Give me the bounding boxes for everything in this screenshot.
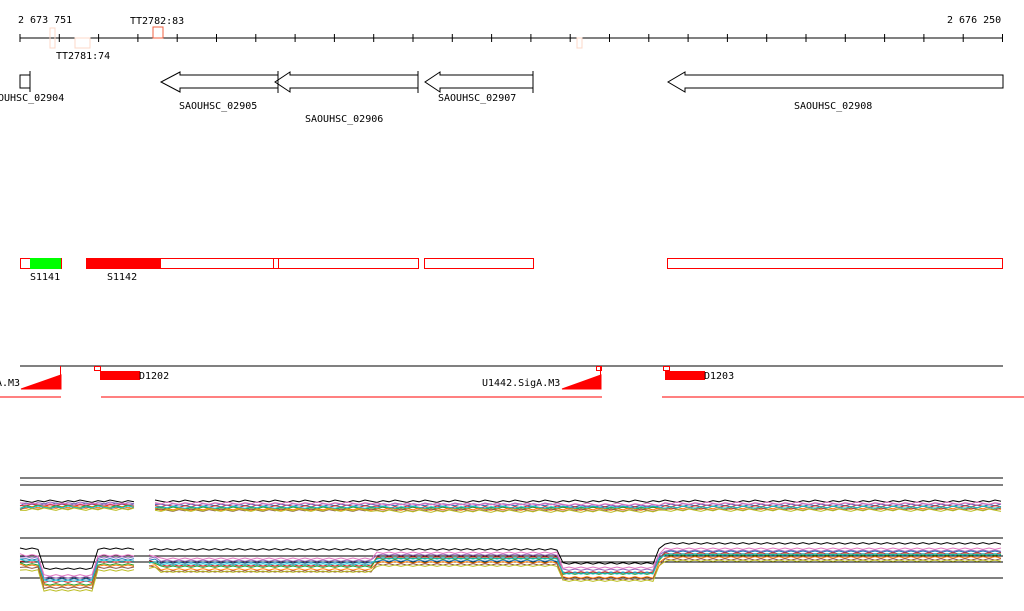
ruler-end-label: 2 676 250 <box>947 15 1001 26</box>
expression-series-upper <box>19 502 135 506</box>
segment-s1142[interactable] <box>86 258 161 269</box>
expression-series-lower <box>19 547 135 570</box>
expression-series-lower <box>148 556 1002 579</box>
expression-series-lower <box>148 553 1002 575</box>
terminator-tt2782-marker[interactable] <box>152 26 164 39</box>
terminator-tt2781-label: TT2781:74 <box>56 51 110 62</box>
expression-series-lower <box>148 559 1002 582</box>
expression-series-lower <box>19 553 135 577</box>
gene-saouhsc-02904[interactable] <box>19 71 31 92</box>
gene-saouhsc-02905[interactable] <box>159 71 279 93</box>
expression-series-upper <box>154 508 1002 513</box>
promoter-label: A.M3 <box>0 378 20 389</box>
gene-saouhsc-02907[interactable] <box>424 71 534 93</box>
expression-panels <box>19 477 1003 592</box>
expression-series-lower <box>148 547 1002 569</box>
gene-track <box>19 71 1004 93</box>
ruler-start-label: 2 673 751 <box>18 15 72 26</box>
terminator-marker[interactable] <box>49 27 56 49</box>
expression-series-upper <box>19 505 135 509</box>
downstream-d1202[interactable] <box>100 371 140 380</box>
expression-series-upper <box>154 501 1002 506</box>
segment-s1141[interactable] <box>30 258 61 269</box>
gene-saouhsc-02908[interactable] <box>667 71 1004 93</box>
expression-series-upper <box>19 507 135 511</box>
downstream-label: D1202 <box>139 371 169 382</box>
gene-label: SAOUHSC_02907 <box>438 93 516 104</box>
segment-track <box>20 258 1003 269</box>
gene-label: OUHSC_02904 <box>0 93 64 104</box>
gene-label: SAOUHSC_02908 <box>794 101 872 112</box>
downstream-d1203[interactable] <box>665 371 705 380</box>
terminator-marker[interactable] <box>576 37 583 49</box>
expression-series-upper <box>19 505 135 509</box>
expression-series-upper <box>154 499 1002 503</box>
promoter-label: U1442.SigA.M3 <box>482 378 560 389</box>
terminator-tt2782-label: TT2782:83 <box>130 16 184 27</box>
expression-series-upper <box>154 505 1002 509</box>
expression-series-upper <box>19 499 135 503</box>
segment-label: S1142 <box>107 272 137 283</box>
expression-series-lower <box>148 542 1002 565</box>
promoter-u1442[interactable] <box>561 366 602 390</box>
expression-series-lower <box>148 549 1002 571</box>
downstream-label: D1203 <box>704 371 734 382</box>
expression-series-lower <box>19 566 135 589</box>
expression-series-upper <box>19 501 135 505</box>
expression-series-lower <box>19 558 135 582</box>
position-ruler <box>19 34 1003 42</box>
promoter-sigA-m3[interactable] <box>20 366 62 390</box>
gene-label: SAOUHSC_02905 <box>179 101 257 112</box>
expression-series-lower <box>19 569 135 592</box>
gene-label: SAOUHSC_02906 <box>305 114 383 125</box>
expression-series-lower <box>148 550 1002 574</box>
gene-saouhsc-02906[interactable] <box>274 71 419 93</box>
terminator-tt2781-marker[interactable] <box>74 37 91 49</box>
segment-label: S1141 <box>30 272 60 283</box>
